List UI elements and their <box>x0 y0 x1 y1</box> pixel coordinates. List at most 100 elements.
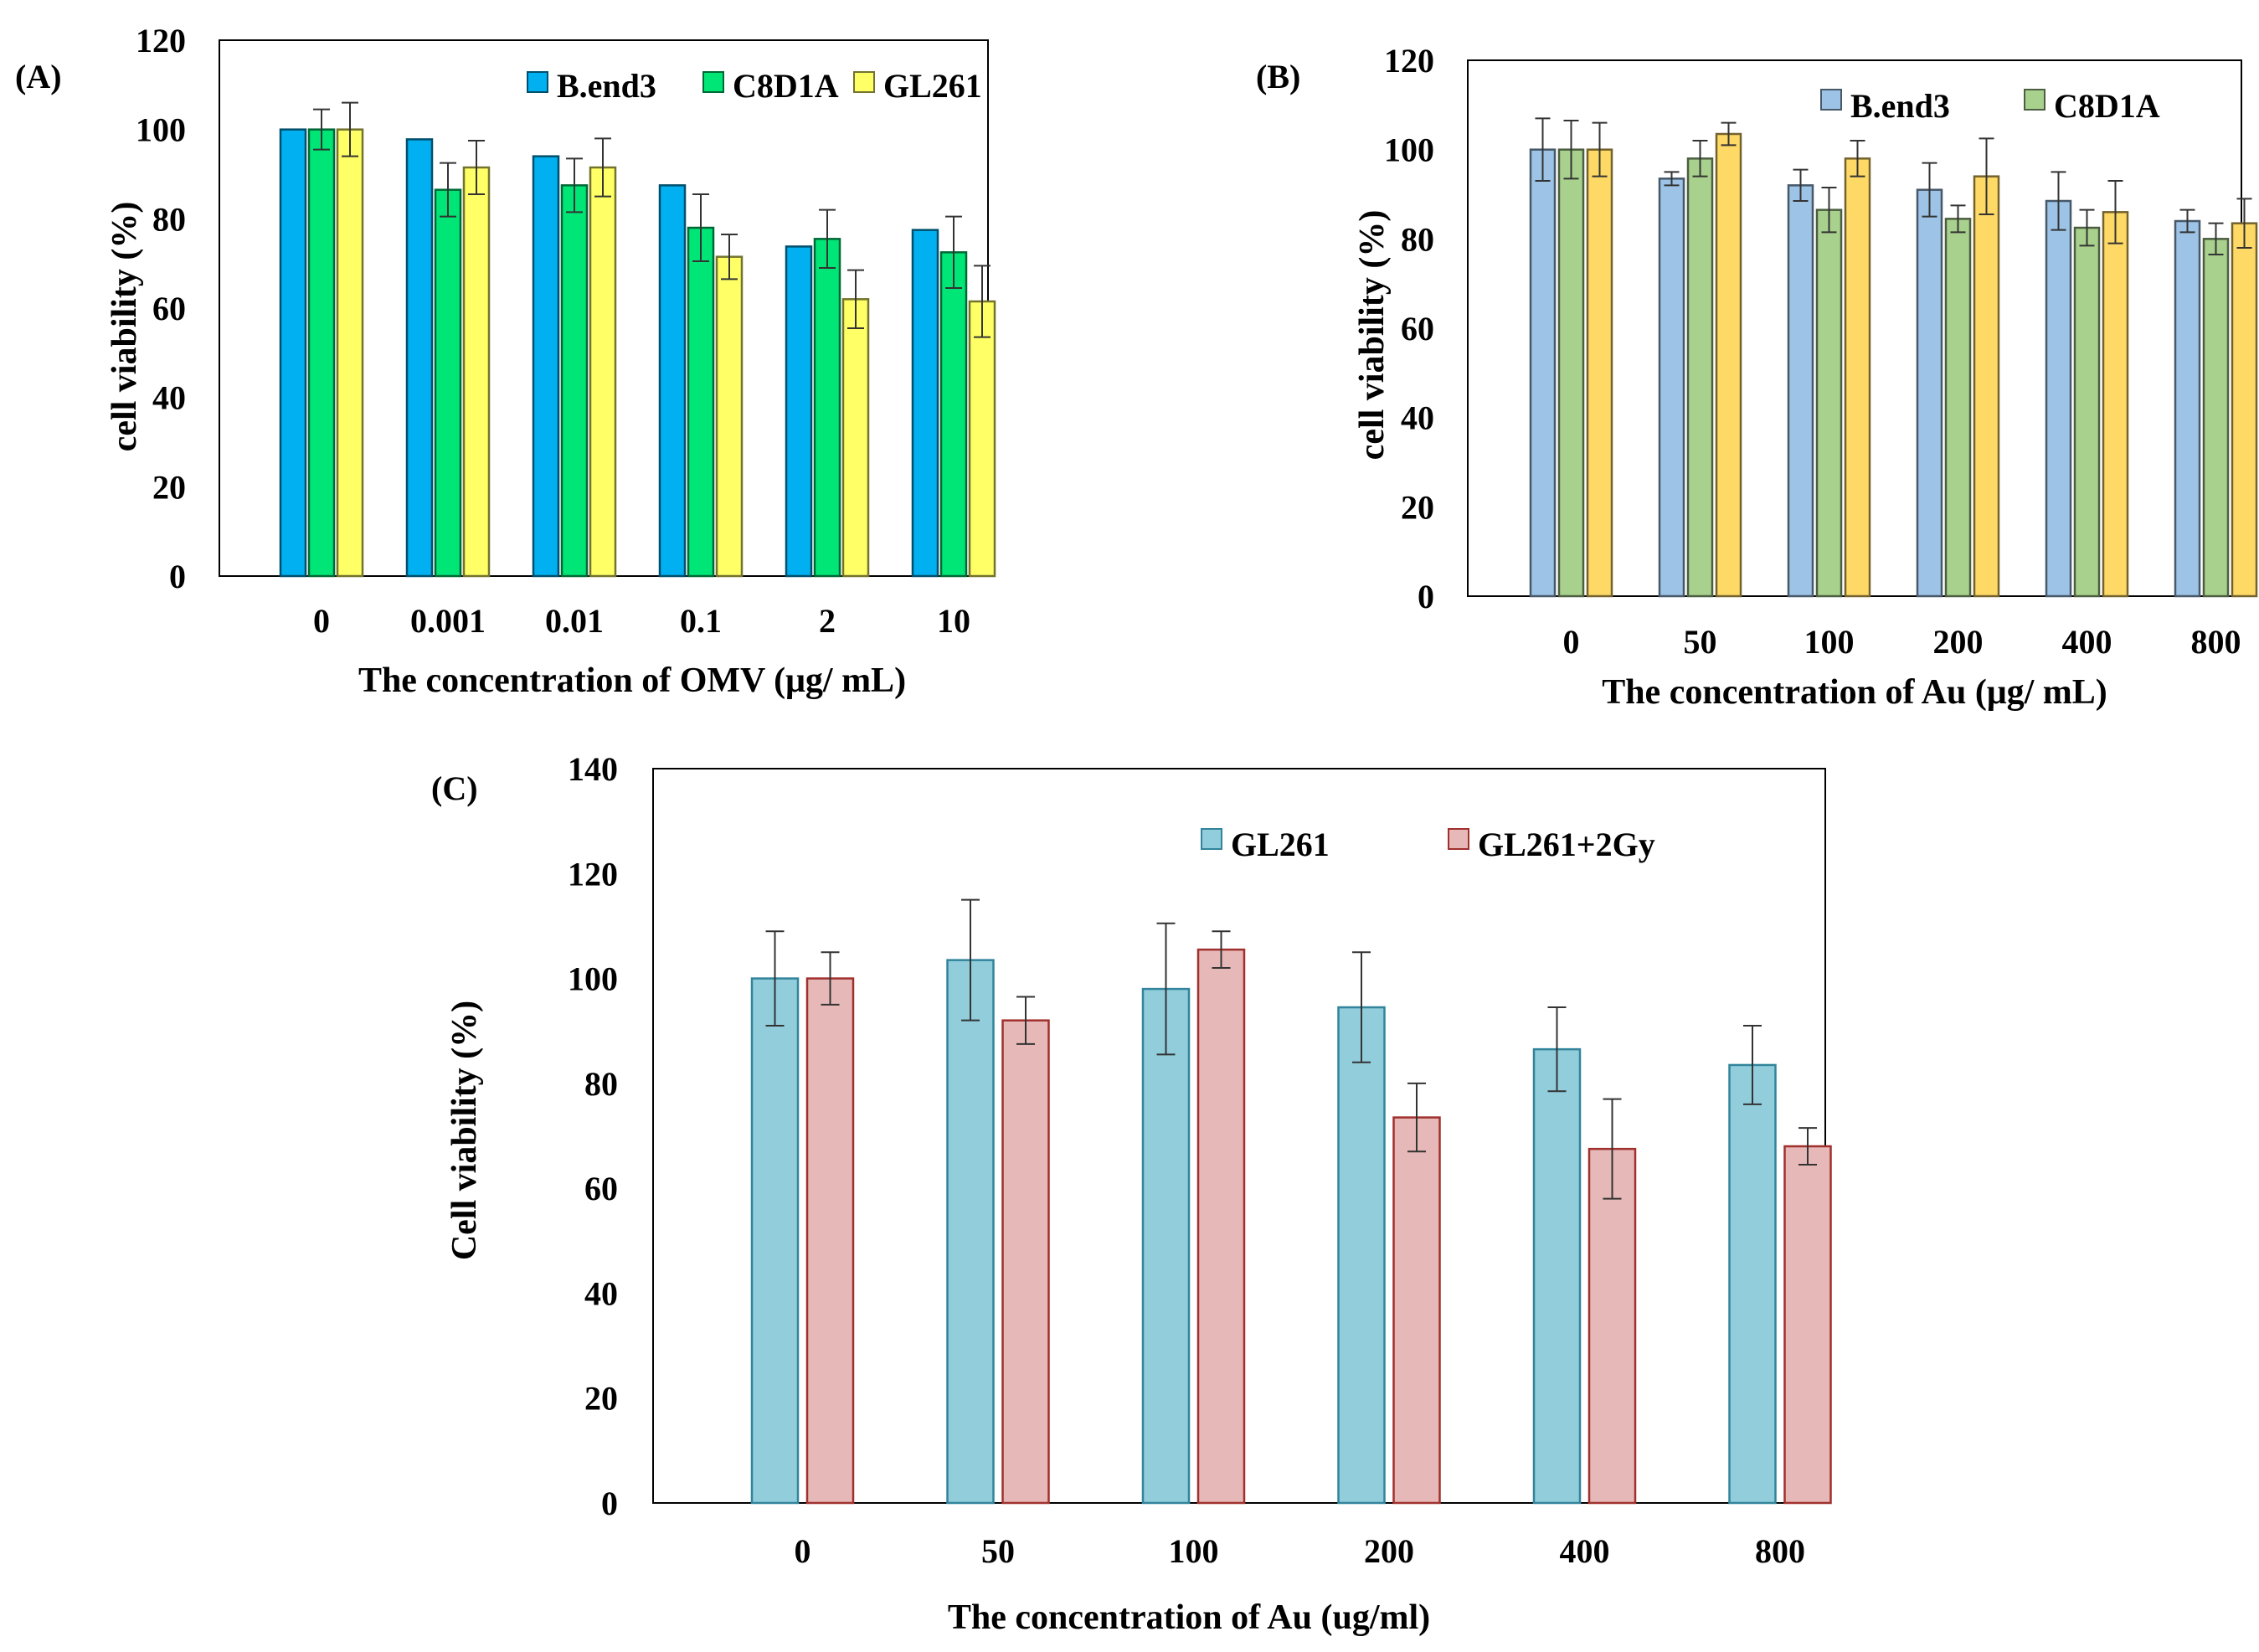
bar-b-end3 <box>532 155 560 578</box>
legend-swatch <box>1448 828 1469 850</box>
x-tick-label: 200 <box>1364 1532 1414 1570</box>
bar-gl261-2gy <box>1001 1019 1050 1505</box>
y-tick-label: 100 <box>568 960 618 998</box>
bar-gl261-2gy <box>1783 1145 1832 1505</box>
bar-c8d1a <box>434 188 462 578</box>
y-tick-label: 20 <box>1401 488 1434 526</box>
x-tick-label: 2 <box>819 602 836 640</box>
bar-series-3 <box>1844 157 1871 598</box>
bar-c8d1a <box>2202 238 2230 598</box>
x-tick-label: 0.01 <box>545 602 604 640</box>
bar-b-end3 <box>279 128 307 578</box>
x-tick-label: 400 <box>2062 623 2112 661</box>
y-tick-label: 0 <box>601 1485 618 1522</box>
bar-series-3 <box>1973 175 2000 598</box>
x-tick-label: 10 <box>937 602 970 640</box>
bar-c8d1a <box>687 226 715 578</box>
y-tick-label: 60 <box>1401 310 1434 347</box>
bar-b-end3 <box>2174 219 2201 598</box>
y-axis-title: cell viability (%) <box>1353 210 1392 461</box>
bar-gl261 <box>968 300 996 578</box>
y-tick-label: 0 <box>1418 578 1434 615</box>
bar-c8d1a <box>2073 226 2101 598</box>
legend-swatch <box>1820 89 1842 111</box>
bar-b-end3 <box>405 138 434 578</box>
panel-b: (B) 0 20 40 60 80 100 120 0 50 100 200 400 800 The con… <box>1256 42 2258 712</box>
bar-b-end3 <box>1916 188 1943 598</box>
bar-b-end3 <box>658 184 687 578</box>
panel-label: (B) <box>1256 58 1300 95</box>
x-axis-title: The concentration of OMV (μg/ mL) <box>358 661 906 700</box>
y-tick-label: 80 <box>152 200 186 238</box>
legend-label: GL261 <box>1231 826 1330 863</box>
legend-swatch <box>1201 828 1222 850</box>
bar-series-3 <box>1586 148 1613 598</box>
bar-gl261 <box>841 298 870 578</box>
bar-b-end3 <box>911 229 939 578</box>
bar-gl261 <box>1532 1047 1582 1505</box>
bar-c8d1a <box>560 184 589 578</box>
bar-c8d1a <box>939 251 968 578</box>
bar-gl261 <box>946 959 995 1505</box>
x-tick-label: 800 <box>2191 623 2241 661</box>
x-tick-label: 100 <box>1169 1532 1219 1570</box>
x-tick-label: 0.001 <box>410 602 486 640</box>
x-tick-label: 800 <box>1755 1532 1805 1570</box>
x-tick-label: 0.1 <box>680 602 722 640</box>
bar-gl261 <box>1337 1006 1386 1505</box>
bar-c8d1a <box>1944 218 1972 598</box>
bar-series-3 <box>2231 222 2258 598</box>
x-tick-label: 0 <box>313 602 330 640</box>
panel-label: (C) <box>431 769 478 807</box>
panel-a: (A) 0 20 40 60 80 100 120 0 0.001 0.01 0.1 2 10 The co… <box>15 22 996 700</box>
bar-gl261 <box>589 166 617 578</box>
y-tick-label: 40 <box>584 1274 618 1312</box>
x-tick-label: 50 <box>981 1532 1015 1570</box>
x-axis-title: The concentration of Au (μg/ mL) <box>1602 673 2107 712</box>
legend-label: GL261 <box>883 67 982 105</box>
bar-c8d1a <box>307 128 336 578</box>
legend-swatch <box>527 71 548 93</box>
y-tick-label: 140 <box>568 750 618 788</box>
y-tick-label: 40 <box>152 379 186 417</box>
bar-b-end3 <box>1658 178 1685 598</box>
x-tick-label: 200 <box>1933 623 1984 661</box>
legend-swatch <box>853 71 875 93</box>
bar-c8d1a <box>1686 157 1714 598</box>
bar-gl261 <box>1141 987 1191 1505</box>
bar-gl261 <box>715 255 744 578</box>
legend-label: B.end3 <box>557 67 656 105</box>
legend-swatch <box>2024 89 2045 111</box>
legend-label: GL261+2Gy <box>1478 826 1655 863</box>
y-tick-label: 60 <box>584 1170 618 1207</box>
x-tick-label: 0 <box>795 1532 811 1570</box>
bar-b-end3 <box>1787 184 1814 598</box>
legend-label: C8D1A <box>2054 87 2160 125</box>
y-tick-label: 120 <box>568 855 618 893</box>
bar-gl261-2gy <box>1392 1116 1441 1505</box>
panel-c: (C) 0 20 40 60 80 100 120 140 0 50 100 200 400 800 The … <box>431 750 1832 1637</box>
legend-label: B.end3 <box>1850 87 1950 125</box>
x-tick-label: 400 <box>1560 1532 1610 1570</box>
panel-label: (A) <box>15 58 62 95</box>
bar-c8d1a <box>813 238 841 578</box>
x-tick-label: 0 <box>1563 623 1580 661</box>
bar-series-3 <box>1715 132 1742 598</box>
y-axis-title: Cell viability (%) <box>445 1001 484 1260</box>
y-tick-label: 100 <box>136 111 186 149</box>
y-tick-label: 0 <box>169 558 186 595</box>
y-tick-label: 80 <box>584 1065 618 1103</box>
bar-gl261 <box>1728 1063 1777 1505</box>
y-tick-label: 40 <box>1401 399 1434 437</box>
x-tick-label: 50 <box>1684 623 1717 661</box>
bar-c8d1a <box>1557 148 1585 598</box>
bar-gl261-2gy <box>1196 948 1246 1505</box>
x-axis-title: The concentration of Au (ug/ml) <box>948 1598 1430 1637</box>
y-tick-label: 20 <box>584 1380 618 1418</box>
y-axis-title: cell viability (%) <box>105 202 144 452</box>
legend-swatch <box>702 71 724 93</box>
bar-b-end3 <box>785 245 813 578</box>
bar-gl261 <box>336 128 364 578</box>
y-tick-label: 120 <box>136 22 186 59</box>
